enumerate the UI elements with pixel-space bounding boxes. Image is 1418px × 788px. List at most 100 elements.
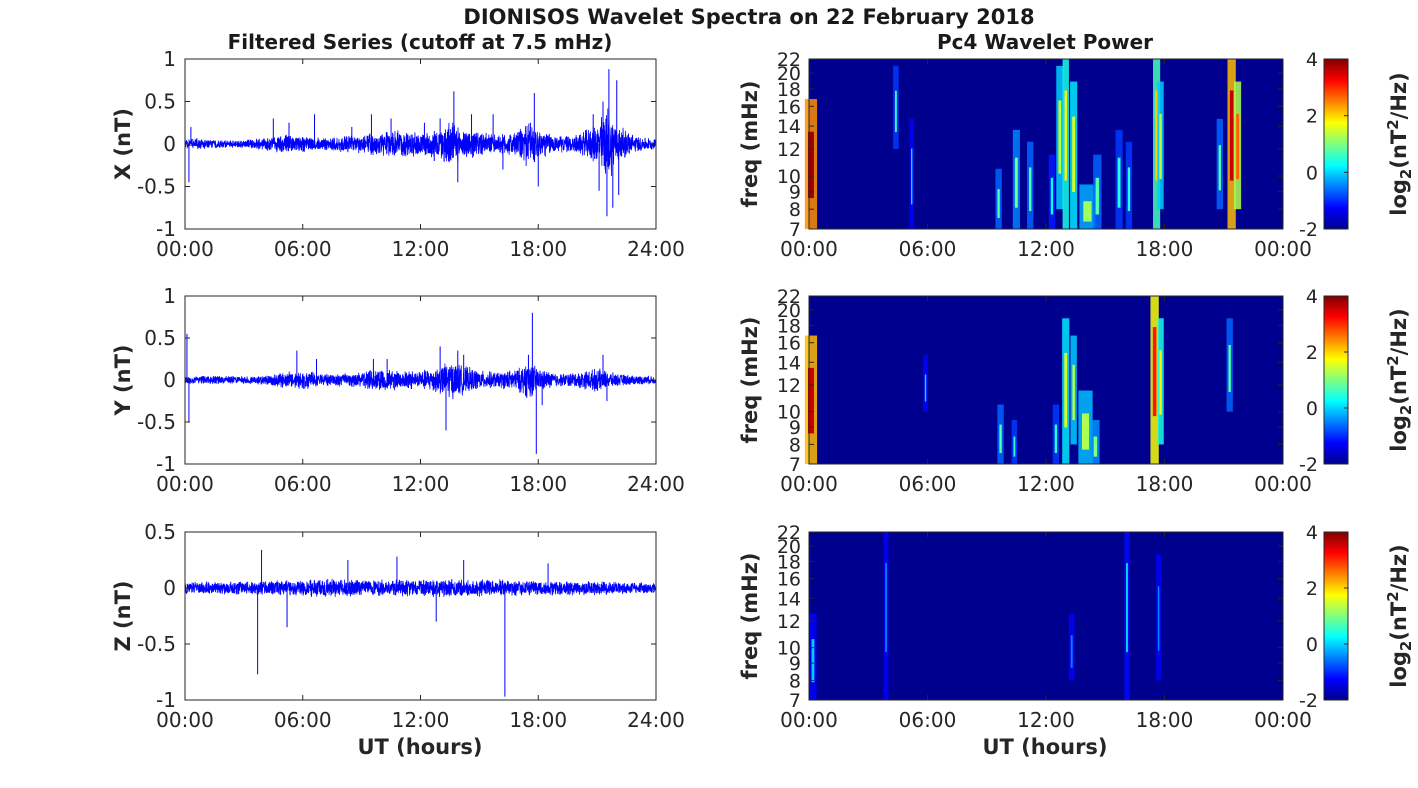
power-event-core <box>1095 177 1100 215</box>
x-tick-label: 00:00 <box>156 708 214 732</box>
power-event-core <box>924 374 927 402</box>
y-tick-label: -1 <box>156 688 176 712</box>
x-tick-label: 12:00 <box>392 237 450 261</box>
freq-tick-label: 22 <box>777 522 801 544</box>
freq-tick-label: 22 <box>777 286 801 308</box>
x-tick-label: 12:00 <box>1017 237 1075 261</box>
colorbar-label: log2(nT2/Hz) <box>1384 72 1415 216</box>
freq-tick-label: 12 <box>777 139 801 161</box>
freq-tick-label: 20 <box>777 300 801 322</box>
series-trace-z <box>184 578 657 598</box>
series-y-axis-label: Z (nT) <box>111 580 135 651</box>
power-event-core <box>1050 177 1054 215</box>
y-tick-label: 0 <box>163 132 176 156</box>
x-tick-label: 00:00 <box>780 708 838 732</box>
spectrum-background <box>809 532 1283 700</box>
freq-tick-label: 8 <box>789 670 801 692</box>
freq-tick-label: 18 <box>777 79 801 101</box>
power-event-core <box>1029 167 1032 212</box>
x-tick-label: 18:00 <box>509 237 567 261</box>
spectrum-y-axis-label: freq (mHz) <box>738 553 762 680</box>
series-trace-x <box>184 108 657 177</box>
freq-tick-label: 20 <box>777 63 801 85</box>
power-event-core <box>1072 364 1075 421</box>
power-event-core <box>808 131 814 199</box>
x-tick-label: 06:00 <box>274 472 332 496</box>
spectrum-x-axis-label: UT (hours) <box>982 735 1107 759</box>
series-trace-y <box>184 363 657 400</box>
y-tick-label: 0.5 <box>144 326 176 350</box>
power-event-core <box>1157 586 1160 651</box>
colorbar-tick-label: 0 <box>1306 398 1318 420</box>
freq-tick-label: 10 <box>777 638 801 660</box>
x-tick-label: 00:00 <box>780 237 838 261</box>
power-event-core <box>1058 100 1062 174</box>
series-panels: 10.50-0.5-100:00 06:00 12:00 18:00 24:00X (n… <box>111 47 685 732</box>
series-x-axis-label: UT (hours) <box>357 735 482 759</box>
power-event-core <box>811 639 815 683</box>
freq-tick-label: 10 <box>777 402 801 424</box>
x-tick-label: 18:00 <box>1136 708 1194 732</box>
freq-tick-label: 16 <box>777 333 801 355</box>
power-event-core <box>1072 116 1076 193</box>
series-panel-z: 0.5 0 -0.5 -100:00 06:00 12:00 18:00 24:00 Z (nT… <box>111 520 685 732</box>
power-event-core <box>999 424 1002 454</box>
colorbar-label: log2(nT2/Hz) <box>1384 544 1415 688</box>
power-event-core <box>894 90 897 133</box>
freq-tick-label: 20 <box>777 536 801 558</box>
colorbar-tick-label: 4 <box>1306 49 1318 71</box>
power-event-core <box>808 367 814 434</box>
power-event-core <box>1117 157 1121 208</box>
colorbar-tick-label: 0 <box>1306 634 1318 656</box>
power-event-core <box>1218 145 1221 191</box>
x-tick-label: 00:00 <box>156 472 214 496</box>
power-event-core <box>1014 157 1018 208</box>
power-event-core <box>1013 436 1016 457</box>
colorbar-tick-label: 2 <box>1306 342 1318 364</box>
x-tick-label: 00:00 <box>1254 472 1312 496</box>
y-tick-label: -0.5 <box>137 410 176 434</box>
x-tick-label: 18:00 <box>509 708 567 732</box>
freq-tick-label: 16 <box>777 569 801 591</box>
x-tick-label: 12:00 <box>1017 708 1075 732</box>
series-plot-area <box>185 532 656 700</box>
x-tick-label: 00:00 <box>1254 708 1312 732</box>
series-panel-x: 1 0.5 0 -0.5 -100:00 06:00 12:00 18:00 24:00 X (n… <box>111 47 685 261</box>
power-event-core <box>1064 352 1068 428</box>
x-tick-label: 06:00 <box>899 472 957 496</box>
x-tick-label: 18:00 <box>1136 237 1194 261</box>
x-tick-label: 06:00 <box>274 708 332 732</box>
y-tick-label: 0 <box>163 576 176 600</box>
freq-tick-label: 16 <box>777 96 801 118</box>
series-y-axis-label: X (nT) <box>111 108 135 180</box>
y-tick-label: 1 <box>163 284 176 308</box>
series-panel-y: 1 0.5 0 -0.5 -100:00 06:00 12:00 18:00 24:00 Y (n… <box>111 284 685 496</box>
colorbar-tick-label: 2 <box>1306 106 1318 128</box>
x-tick-label: 00:00 <box>156 237 214 261</box>
power-event-core <box>1064 90 1067 181</box>
x-tick-label: 18:00 <box>509 472 567 496</box>
power-event-core <box>997 189 1000 218</box>
power-event-core <box>1126 563 1128 653</box>
x-tick-label: 06:00 <box>274 237 332 261</box>
power-event-core <box>1236 113 1239 180</box>
freq-tick-label: 9 <box>789 653 801 675</box>
y-tick-label: 0.5 <box>144 520 176 544</box>
figure-title: DIONISOS Wavelet Spectra on 22 February … <box>463 5 1034 29</box>
y-tick-label: -1 <box>156 217 176 241</box>
power-event-core <box>1054 424 1058 454</box>
x-tick-label: 12:00 <box>1017 472 1075 496</box>
colorbar-label: log2(nT2/Hz) <box>1384 308 1415 452</box>
freq-tick-label: 12 <box>777 375 801 397</box>
y-tick-label: 1 <box>163 47 176 71</box>
spectrum-y-axis-label: freq (mHz) <box>738 317 762 444</box>
colorbar-tick-label: -2 <box>1299 454 1318 476</box>
power-event-core <box>1083 201 1092 222</box>
power-event-core <box>1081 413 1090 450</box>
freq-tick-label: 10 <box>777 166 801 188</box>
power-event-core <box>1159 113 1162 180</box>
freq-tick-label: 8 <box>789 199 801 221</box>
series-y-axis-label: Y (nT) <box>111 345 135 417</box>
power-event-core <box>1070 635 1073 668</box>
